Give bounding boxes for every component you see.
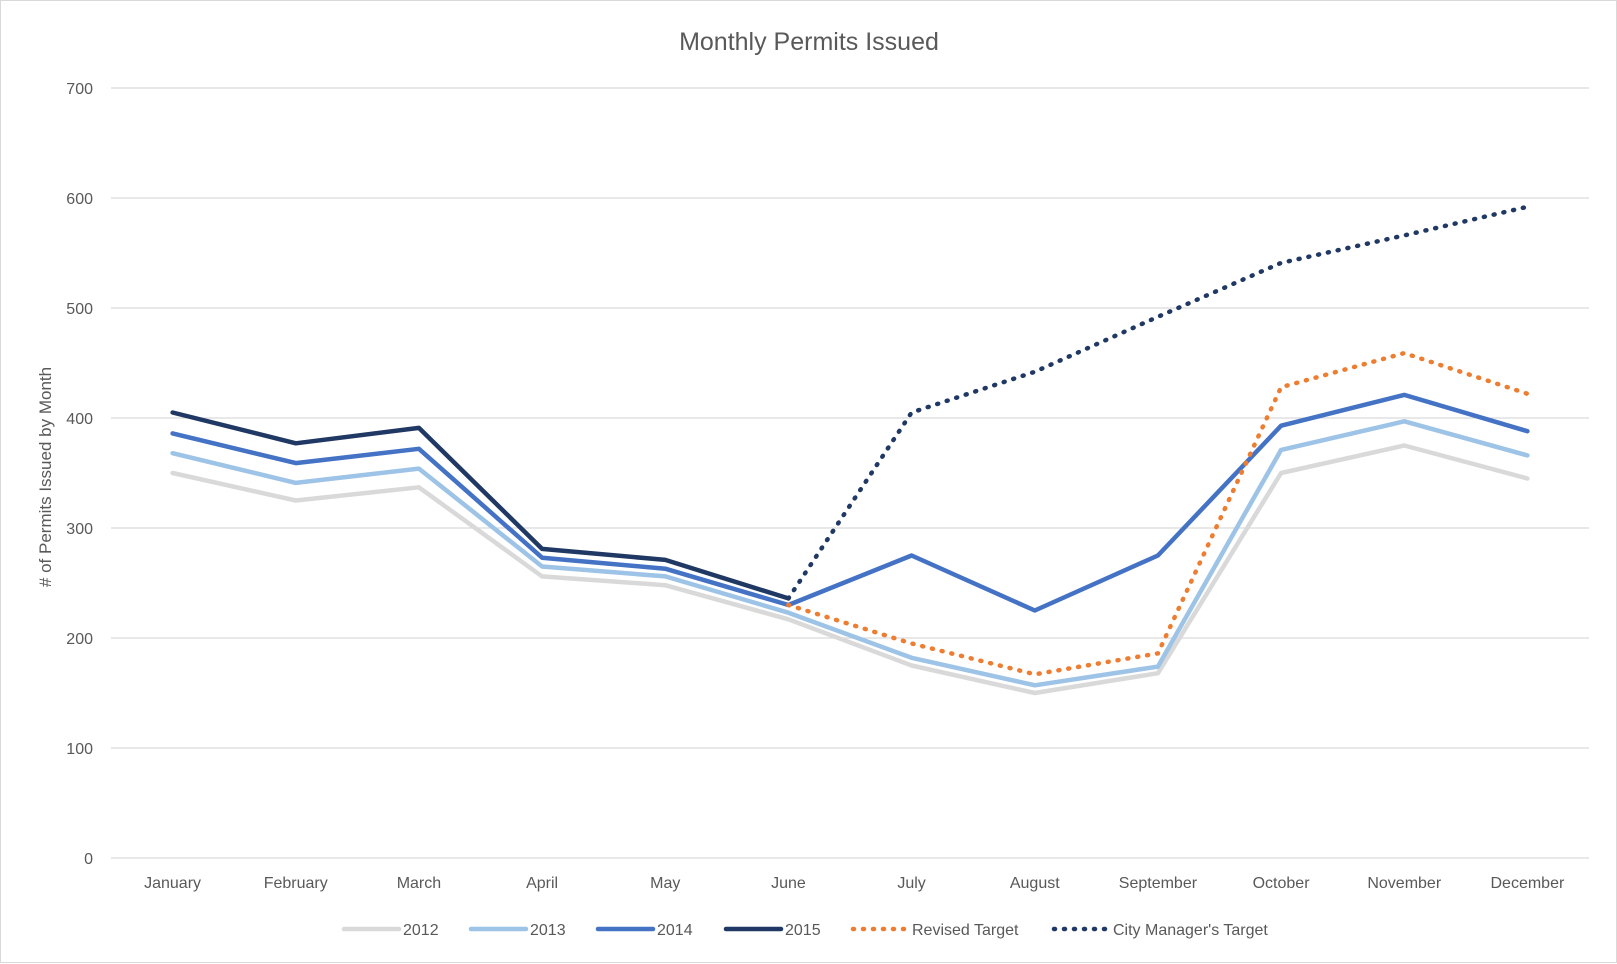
y-tick-label: 100 [66,741,93,758]
x-tick-label: November [1367,875,1441,892]
x-tick-label: May [650,875,680,892]
legend: 2012 2013 2014 2015 Revised Target City Manag… [341,922,1268,939]
legend-label: Revised Target [912,922,1019,939]
x-tick-label: August [1010,875,1060,892]
series-line-2014 [170,392,1530,613]
y-tick-label: 600 [66,191,93,208]
legend-label: 2015 [785,922,821,939]
series-line-2013 [170,419,1530,688]
legend-label: 2012 [403,922,439,939]
series-line-revised-target [786,350,1530,677]
legend-label: 2013 [530,922,566,939]
legend-label: City Manager's Target [1113,922,1268,939]
series-lines [170,204,1530,696]
x-tick-label: December [1491,875,1565,892]
y-axis-label: # of Permits Issued by Month [36,367,55,587]
x-tick-label: October [1253,875,1311,892]
series-line-2015 [170,410,791,601]
y-axis-ticks: 0 100 200 300 400 500 600 700 [66,81,93,868]
y-tick-label: 200 [66,631,93,648]
x-tick-label: January [144,875,201,892]
x-tick-label: July [897,875,925,892]
grid-lines [111,87,1589,859]
x-tick-label: September [1119,875,1198,892]
y-tick-label: 0 [84,851,93,868]
chart-title: Monthly Permits Issued [679,28,939,56]
y-tick-label: 500 [66,301,93,318]
x-tick-label: June [771,875,806,892]
y-tick-label: 400 [66,411,93,428]
series-line-city-manager-s-target [786,204,1530,601]
y-tick-label: 700 [66,81,93,98]
legend-label: 2014 [657,922,693,939]
y-tick-label: 300 [66,521,93,538]
x-tick-label: April [526,875,558,892]
series-line-2012 [170,443,1530,696]
x-tick-label: March [397,875,441,892]
x-axis-ticks: January February March April May June July Augu… [144,875,1565,892]
x-tick-label: February [264,875,328,892]
